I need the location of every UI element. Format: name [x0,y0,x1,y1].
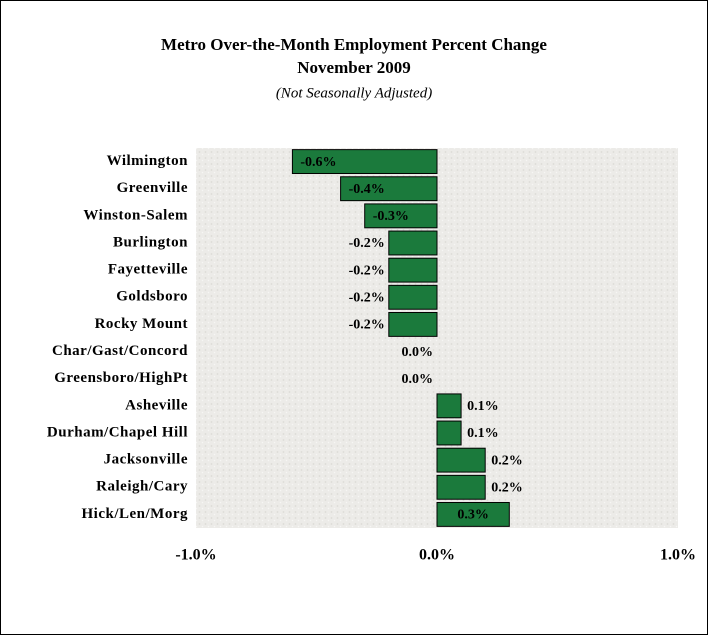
bar [340,176,438,202]
value-label: -0.2% [349,236,385,251]
bar [436,474,486,500]
y-tick-label: Durham/Chapel Hill [47,424,188,440]
y-tick-label: Goldsboro [116,289,188,305]
bar [436,420,462,446]
value-label: 0.2% [491,481,523,496]
x-tick-label: -1.0% [175,547,216,564]
y-tick-label: Asheville [125,397,188,413]
y-tick-label: Greenville [117,180,188,196]
bar [291,149,438,175]
value-label: 0.0% [402,372,434,387]
y-tick-label: Burlington [113,234,188,250]
value-label: 0.0% [402,345,434,360]
y-tick-label: Rocky Mount [95,316,188,332]
y-tick-label: Wilmington [107,153,189,169]
bar [388,311,438,337]
value-label: 0.3% [457,508,489,523]
y-tick-label: Fayetteville [108,262,188,278]
bar [436,447,486,473]
chart-note: (Not Seasonally Adjusted) [276,85,432,101]
value-label: 0.1% [467,426,499,441]
value-label: -0.2% [349,318,385,333]
value-label: -0.2% [349,291,385,306]
bar [388,284,438,310]
bar [388,230,438,256]
value-label: -0.4% [349,182,385,197]
value-label: 0.2% [491,453,523,468]
bar [388,257,438,283]
y-tick-label: Raleigh/Cary [96,479,188,495]
value-label: -0.6% [300,155,336,170]
bar [364,203,438,229]
y-tick-label: Winston-Salem [83,207,188,223]
y-tick-label: Jacksonville [104,452,188,468]
y-tick-label: Char/Gast/Concord [52,343,188,359]
x-tick-label: 1.0% [660,547,696,564]
y-tick-label: Hick/Len/Morg [82,506,189,522]
bar [436,501,510,527]
chart-subtitle: November 2009 [297,58,410,77]
value-label: 0.1% [467,399,499,414]
x-tick-label: 0.0% [419,547,455,564]
value-label: -0.3% [373,209,409,224]
y-tick-label: Greensboro/HighPt [54,370,188,386]
chart-title: Metro Over-the-Month Employment Percent … [161,35,547,54]
bar [436,393,462,419]
value-label: -0.2% [349,263,385,278]
